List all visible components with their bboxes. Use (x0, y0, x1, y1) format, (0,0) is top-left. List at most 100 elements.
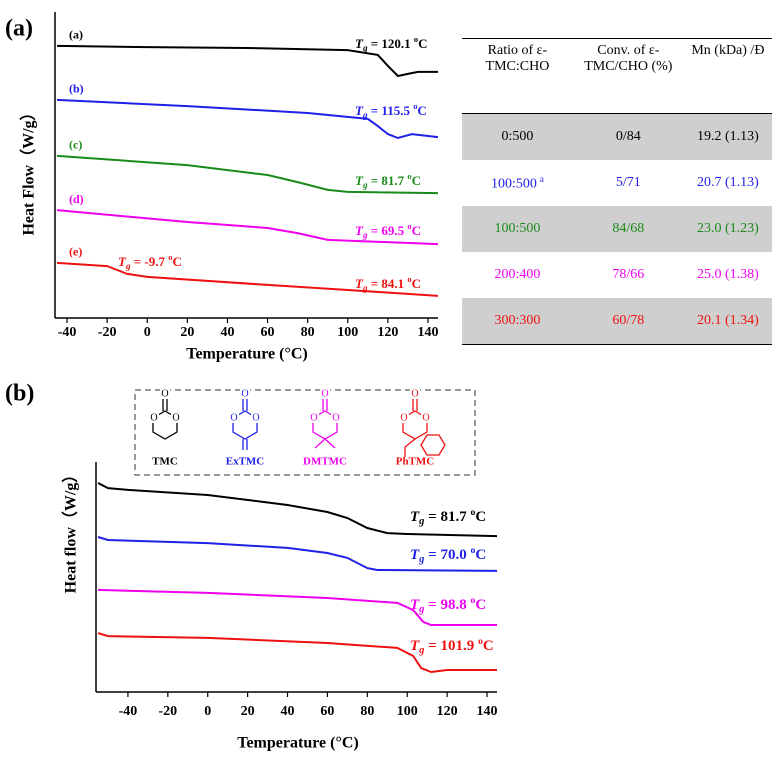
cell-text: 20.1 (1.34) (696, 313, 759, 328)
curve (56, 154, 439, 195)
header-row: Ratio of ε-TMC:CHO Conv. of ε-TMC/CHO (%)… (462, 38, 772, 114)
x-tick-label: 80 (301, 325, 315, 340)
cell-text: 200:400 (494, 267, 541, 282)
y-axis-label: Heat flow（W/g） (62, 467, 80, 594)
series-label: (d) (69, 192, 84, 206)
inset-label: ExTMC (226, 456, 265, 468)
x-tick-label: 120 (437, 704, 458, 719)
tg-subscript: g (418, 554, 424, 565)
curve (97, 632, 497, 674)
x-tick-label: 140 (477, 704, 498, 719)
tg-annotation: Tg = 120.1 oC (355, 34, 428, 53)
x-tick-label: 100 (337, 325, 358, 340)
tg-value: = -9.7 (131, 254, 169, 269)
x-tick-label: 20 (180, 325, 194, 340)
cell-note: a (539, 173, 544, 184)
tg-value: = 69.5 (368, 223, 408, 238)
x-tick-label: -20 (158, 704, 177, 719)
table-cell: 19.2 (1.13) (683, 113, 772, 160)
panel-label: (b) (5, 381, 34, 407)
tg-degree: o (478, 636, 483, 647)
tg-degree: o (414, 34, 418, 44)
tg-value: = 98.8 (424, 597, 470, 613)
tg-annotation: Tg = -9.7 oC (118, 252, 182, 271)
molecule (398, 387, 446, 457)
tg-value: = 70.0 (424, 547, 470, 563)
tg-value: = 84.1 (368, 276, 408, 291)
inset-label: PhTMC (396, 456, 435, 468)
cell-text: 100:500 (491, 176, 537, 192)
cell-text: 5/71 (615, 175, 641, 190)
tg-symbol: T (355, 223, 364, 238)
molecule (308, 387, 342, 449)
table-row: 200:400 78/66 25.0 (1.38) (462, 252, 772, 298)
tg-symbol: T (355, 36, 364, 51)
x-tick-label: -40 (58, 325, 77, 340)
tg-unit: C (475, 509, 486, 525)
tg-unit: C (172, 254, 181, 269)
data-table: Ratio of ε-TMC:CHO Conv. of ε-TMC/CHO (%)… (462, 38, 772, 345)
table-cell: 100:500 a (462, 160, 573, 206)
tg-symbol: T (410, 638, 420, 654)
curve (97, 482, 498, 538)
cell-text: 19.2 (1.13) (696, 129, 759, 144)
x-tick-label: 100 (397, 704, 418, 719)
header-cell: Conv. of ε-TMC/CHO (%) (572, 38, 684, 114)
tg-value: = 81.7 (368, 173, 408, 188)
tg-unit: C (412, 173, 421, 188)
tg-degree: o (407, 171, 411, 181)
table-row: 100:500 84/68 23.0 (1.23) (462, 206, 772, 252)
tg-degree: o (413, 101, 417, 111)
table-row: 0:500 0/84 19.2 (1.13) (462, 113, 772, 160)
table-row: 100:500 a 5/71 20.7 (1.13) (462, 160, 772, 206)
tg-unit: C (412, 223, 421, 238)
table-cell: 100:500 (462, 206, 573, 252)
tg-subscript: g (125, 261, 131, 271)
tg-annotation: Tg = 81.7 oC (410, 507, 486, 527)
table-row: 300:300 60/78 20.1 (1.34) (462, 298, 772, 345)
curve (97, 536, 498, 572)
inset-label: DMTMC (303, 456, 347, 468)
tg-annotation: Tg = 81.7 oC (355, 171, 421, 190)
x-axis-label: Temperature (°C) (186, 346, 307, 363)
table-cell: 300:300 (462, 298, 573, 345)
series-label: (b) (69, 82, 84, 96)
y-axis-label: Heat Flow（W/g） (20, 104, 38, 235)
tg-value: = 120.1 (368, 36, 414, 51)
curve (56, 98, 439, 140)
cell-text: 60/78 (612, 313, 645, 328)
series-label: (e) (69, 245, 82, 259)
curve (97, 588, 497, 626)
table-cell: 78/66 (573, 252, 684, 298)
curve (56, 261, 439, 297)
tg-symbol: T (355, 276, 364, 291)
tg-symbol: T (355, 173, 364, 188)
tg-unit: C (418, 36, 427, 51)
cell-text: 25.0 (1.38) (696, 267, 759, 282)
table-cell: 200:400 (462, 252, 573, 298)
tg-subscript: g (362, 110, 368, 120)
tg-annotation: Tg = 69.5 oC (355, 221, 421, 240)
tg-symbol: T (118, 254, 127, 269)
x-tick-label: 40 (220, 325, 234, 340)
tg-degree: o (168, 252, 172, 262)
cell-text: 84/68 (612, 221, 645, 236)
series-label: (a) (69, 28, 83, 42)
series-label: (c) (69, 138, 82, 152)
table-cell: 60/78 (572, 298, 684, 345)
x-tick-label: 80 (360, 704, 374, 719)
molecule (148, 387, 182, 440)
x-tick-label: -40 (119, 704, 138, 719)
x-tick-label: 0 (144, 325, 151, 340)
tg-annotation: Tg = 70.0 oC (410, 545, 486, 565)
header-cell: Ratio of ε-TMC:CHO (462, 38, 573, 114)
table-cell: 23.0 (1.23) (683, 206, 772, 252)
tg-annotation: Tg = 84.1 oC (355, 274, 421, 293)
tg-subscript: g (362, 180, 368, 190)
tg-degree: o (407, 221, 411, 231)
cell-text: 100:500 (494, 221, 541, 236)
x-tick-label: 20 (241, 704, 255, 719)
tg-subscript: g (418, 604, 424, 615)
cell-text: 20.7 (1.13) (696, 175, 759, 190)
